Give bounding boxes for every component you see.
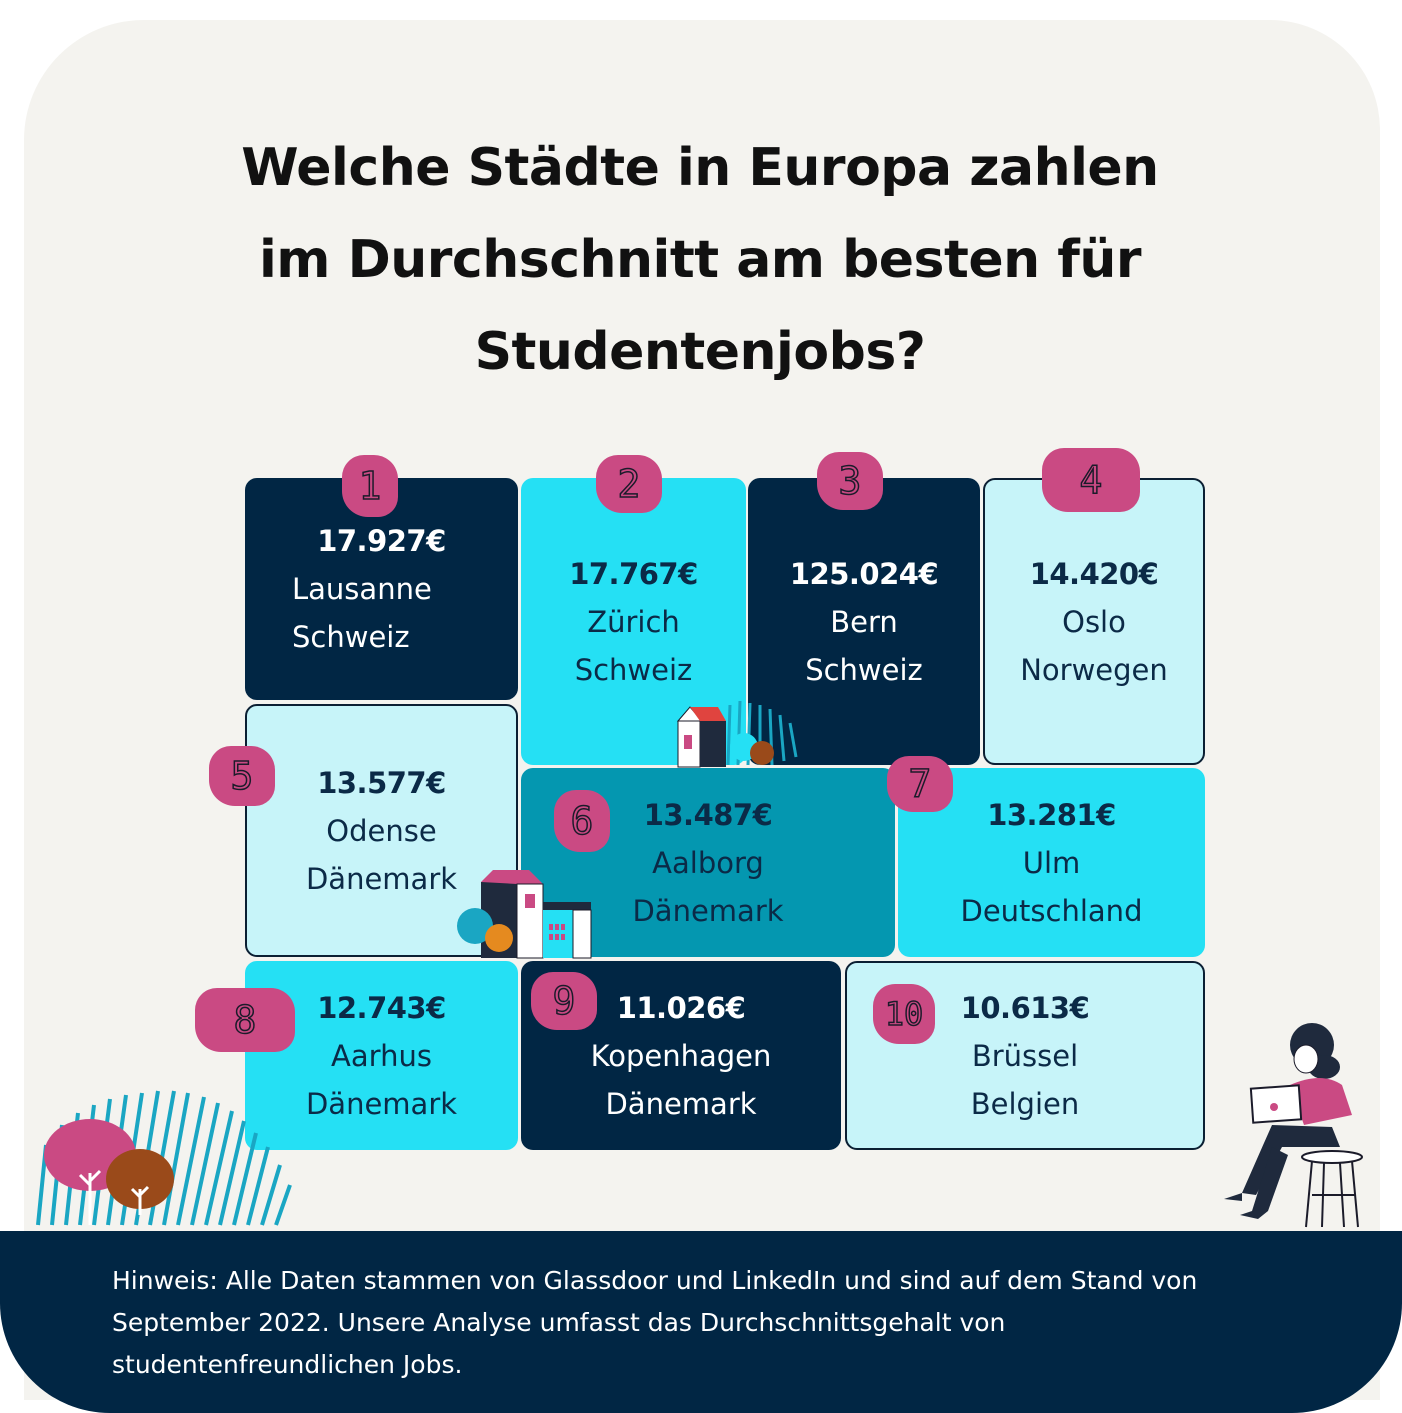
title-line: Welche Städte in Europa zahlen [241, 138, 1159, 198]
page-title: Welche Städte in Europa zahlen im Durchs… [150, 122, 1250, 398]
rank-badge-4: 4 [1042, 448, 1140, 512]
rank-badge-1: 1 [342, 455, 398, 517]
country-name: Norwegen [1020, 652, 1168, 687]
rank-badge-10: 10 [873, 984, 935, 1044]
rank-badge-9: 9 [531, 972, 597, 1030]
city-name: Odense [326, 813, 437, 848]
country-name: Schweiz [805, 652, 923, 687]
rank-badge-5: 5 [209, 746, 275, 806]
rank-badge-8: 8 [195, 988, 295, 1052]
person-with-laptop-illustration [1224, 1023, 1363, 1228]
country-name: Schweiz [292, 620, 410, 654]
city-name: Lausanne [292, 572, 432, 606]
city-tile-3: 125.024€ Bern Schweiz [748, 478, 980, 765]
salary-value: 10.613€ [960, 990, 1090, 1025]
country-name: Schweiz [574, 652, 693, 687]
city-name: Zürich [587, 604, 680, 639]
salary-value: 13.281€ [987, 797, 1116, 832]
city-name: Kopenhagen [590, 1038, 772, 1073]
country-name: Deutschland [960, 893, 1143, 928]
title-line: im Durchschnitt am besten für [258, 230, 1142, 290]
salary-value: 125.024€ [789, 556, 939, 591]
city-name: Aarhus [331, 1038, 432, 1073]
country-name: Belgien [970, 1086, 1080, 1121]
rank-badge-3: 3 [817, 452, 883, 510]
rank-badge-6: 6 [554, 790, 610, 852]
city-tile-4: 14.420€ Oslo Norwegen [983, 478, 1205, 765]
city-name: Bern [830, 604, 898, 639]
country-name: Dänemark [605, 1086, 757, 1121]
rank-badge-2: 2 [596, 455, 662, 513]
trees-illustration [36, 1090, 292, 1226]
salary-value: 12.743€ [317, 990, 446, 1025]
house-illustration [676, 700, 798, 768]
city-name: Oslo [1062, 604, 1126, 639]
city-name: Ulm [1022, 845, 1081, 880]
salary-value: 13.487€ [643, 797, 773, 832]
footer-note: Hinweis: Alle Daten stammen von Glassdoo… [112, 1266, 1198, 1379]
city-tile-9: 11.026€ Kopenhagen Dänemark [521, 961, 841, 1150]
house-illustration [457, 870, 592, 959]
city-tile-8: 12.743€ Aarhus Dänemark [245, 961, 518, 1150]
country-name: Dänemark [305, 861, 458, 896]
salary-value: 13.577€ [317, 765, 446, 800]
title-line: Studentenjobs? [474, 322, 926, 382]
salary-value: 11.026€ [616, 990, 746, 1025]
salary-value: 17.927€ [317, 524, 446, 558]
salary-value: 14.420€ [1029, 556, 1159, 591]
footer-panel [0, 1231, 1402, 1413]
country-name: Dänemark [632, 893, 784, 928]
salary-value: 17.767€ [569, 556, 698, 591]
rank-badge-7: 7 [887, 756, 953, 812]
city-name: Aalborg [652, 845, 764, 880]
city-name: Brüssel [971, 1038, 1079, 1073]
country-name: Dänemark [305, 1086, 458, 1121]
city-tile-5: 13.577€ Odense Dänemark [245, 704, 518, 957]
